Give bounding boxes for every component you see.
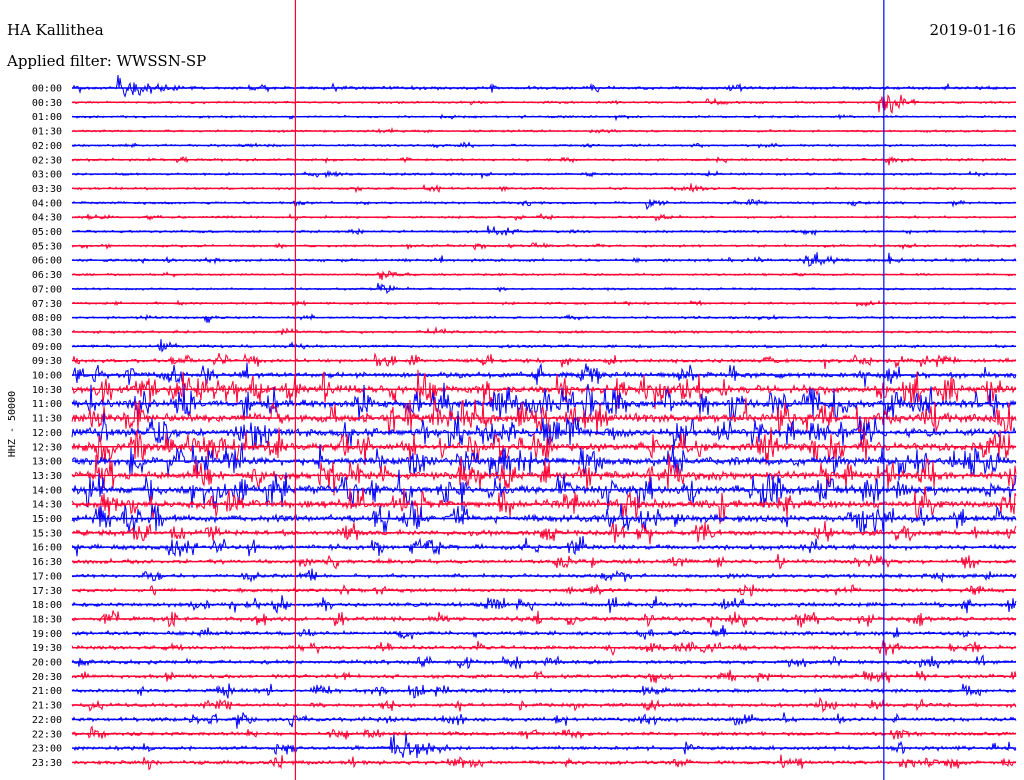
time-label-1930: 19:30	[32, 643, 62, 654]
date-label: 2019-01-16	[930, 21, 1016, 39]
time-label-1830: 18:30	[32, 614, 62, 625]
time-label-0900: 09:00	[32, 342, 62, 353]
time-label-1330: 13:30	[32, 471, 62, 482]
time-label-2230: 22:30	[32, 729, 62, 740]
time-label-1530: 15:30	[32, 528, 62, 539]
time-label-1100: 11:00	[32, 399, 62, 410]
time-label-1730: 17:30	[32, 586, 62, 597]
time-label-0030: 00:30	[32, 98, 62, 109]
time-label-0230: 02:30	[32, 155, 62, 166]
time-label-1200: 12:00	[32, 428, 62, 439]
event-markers	[294, 0, 885, 780]
time-label-0630: 06:30	[32, 270, 62, 281]
time-label-0200: 02:00	[32, 141, 62, 152]
time-label-1300: 13:00	[32, 457, 62, 468]
time-label-2030: 20:30	[32, 672, 62, 683]
time-label-1800: 18:00	[32, 600, 62, 611]
time-label-0600: 06:00	[32, 256, 62, 267]
trace-row-1030	[71, 369, 1017, 410]
time-label-1700: 17:00	[32, 571, 62, 582]
time-tick-labels: 00:00 00:30 01:00 01:30 02:00 02:30 03:00 03:30…	[32, 84, 62, 769]
time-label-1600: 16:00	[32, 543, 62, 554]
time-label-1230: 12:30	[32, 442, 62, 453]
time-label-0100: 01:00	[32, 112, 62, 123]
time-label-1030: 10:30	[32, 385, 62, 396]
time-label-0530: 05:30	[32, 241, 62, 252]
time-label-0430: 04:30	[32, 213, 62, 224]
time-label-0330: 03:30	[32, 184, 62, 195]
time-label-1500: 15:00	[32, 514, 62, 525]
time-label-1400: 14:00	[32, 485, 62, 496]
time-label-2330: 23:30	[32, 758, 62, 769]
time-label-0300: 03:00	[32, 170, 62, 181]
station-title: HA Kallithea	[7, 21, 104, 39]
time-label-2000: 20:00	[32, 658, 62, 669]
time-label-1900: 19:00	[32, 629, 62, 640]
trace-row-1300	[71, 442, 1017, 481]
filter-label: Applied filter: WWSSN-SP	[6, 52, 206, 70]
time-label-2100: 21:00	[32, 686, 62, 697]
time-label-2130: 21:30	[32, 701, 62, 712]
time-label-2200: 22:00	[32, 715, 62, 726]
seismic-traces	[71, 74, 1017, 771]
time-label-1130: 11:30	[32, 414, 62, 425]
time-label-0930: 09:30	[32, 356, 62, 367]
time-label-1000: 10:00	[32, 371, 62, 382]
time-label-0800: 08:00	[32, 313, 62, 324]
time-label-0830: 08:30	[32, 327, 62, 338]
time-label-1430: 14:30	[32, 500, 62, 511]
time-label-0700: 07:00	[32, 284, 62, 295]
channel-axis-label: HHZ - 50000	[7, 391, 18, 457]
time-label-0400: 04:00	[32, 198, 62, 209]
time-label-2300: 23:00	[32, 744, 62, 755]
time-label-0000: 00:00	[32, 84, 62, 95]
time-label-0130: 01:30	[32, 127, 62, 138]
time-label-1630: 16:30	[32, 557, 62, 568]
time-label-0500: 05:00	[32, 227, 62, 238]
time-label-0730: 07:30	[32, 299, 62, 310]
trace-row-1130	[71, 397, 1017, 435]
